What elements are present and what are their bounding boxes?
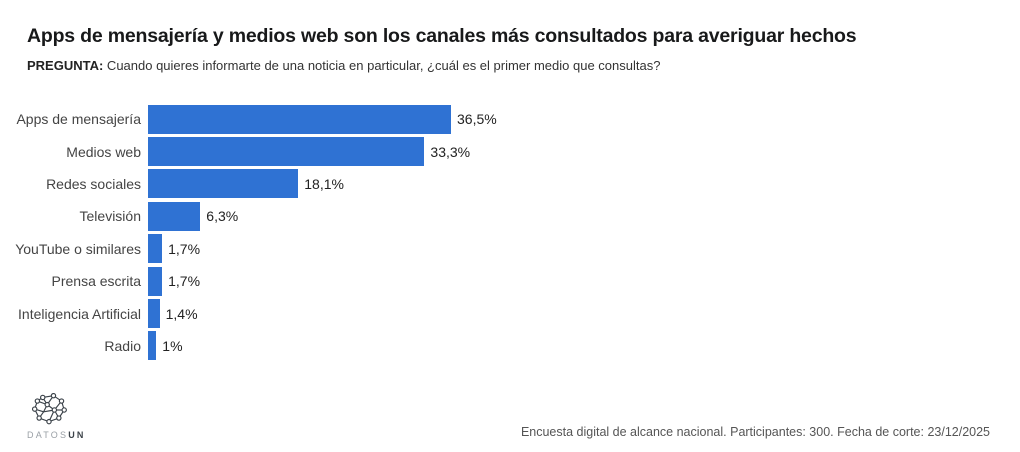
bar-track: 33,3% [148, 137, 471, 167]
chart-title: Apps de mensajería y medios web son los … [27, 25, 857, 47]
bar-row: YouTube o similares 1,7% [0, 233, 1000, 265]
bar-track: 1% [148, 331, 183, 361]
bar-chart: Apps de mensajería 36,5% Medios web 33,3% Re… [0, 103, 1000, 362]
category-label: Apps de mensajería [16, 111, 141, 128]
bar-row: Prensa escrita 1,7% [0, 265, 1000, 297]
brand-text-bold: UN [68, 430, 86, 440]
category-label: Redes sociales [46, 175, 141, 192]
bar [148, 104, 451, 134]
bar-row: Apps de mensajería 36,5% [0, 103, 1000, 135]
value-label: 6,3% [206, 208, 239, 225]
bar-track: 1,7% [148, 234, 201, 264]
bar-row: Redes sociales 18,1% [0, 168, 1000, 200]
value-label: 36,5% [457, 111, 497, 128]
bar [148, 137, 425, 167]
value-label: 1% [162, 337, 183, 354]
question-text: Cuando quieres informarte de una noticia… [103, 58, 661, 74]
category-label: Televisión [79, 208, 141, 225]
bar-row: Inteligencia Artificial 1,4% [0, 297, 1000, 329]
datosun-network-icon [31, 393, 67, 425]
bar [148, 234, 163, 264]
value-label: 1,7% [168, 273, 201, 290]
brand-text-light: DATOS [27, 430, 69, 440]
category-label: YouTube o similares [15, 240, 141, 257]
question-label: PREGUNTA: [27, 58, 104, 74]
source-note: Encuesta digital de alcance nacional. Pa… [520, 425, 990, 439]
bar [148, 331, 157, 361]
brand-logo: DATOSUN [27, 393, 97, 440]
category-label: Prensa escrita [51, 273, 141, 290]
bar [148, 201, 201, 231]
bar [148, 266, 163, 296]
bar [148, 299, 160, 329]
category-label: Radio [104, 337, 141, 354]
bar-row: Televisión 6,3% [0, 200, 1000, 232]
value-label: 1,7% [168, 240, 201, 257]
value-label: 1,4% [165, 305, 198, 322]
bar-track: 1,4% [148, 299, 198, 329]
category-label: Inteligencia Artificial [18, 305, 141, 322]
bar-row: Radio 1% [0, 330, 1000, 362]
bar-track: 36,5% [148, 104, 497, 134]
value-label: 18,1% [304, 175, 344, 192]
chart-header: Apps de mensajería y medios web son los … [27, 24, 987, 75]
bar-track: 18,1% [148, 169, 344, 199]
bar-row: Medios web 33,3% [0, 135, 1000, 167]
value-label: 33,3% [430, 143, 471, 160]
chart-subtitle: PREGUNTA: Cuando quieres informarte de u… [27, 57, 987, 75]
bar-track: 1,7% [148, 266, 201, 296]
bar-track: 6,3% [148, 201, 239, 231]
brand-wordmark: DATOSUN [27, 430, 97, 440]
category-label: Medios web [66, 143, 141, 160]
bar [148, 169, 299, 199]
